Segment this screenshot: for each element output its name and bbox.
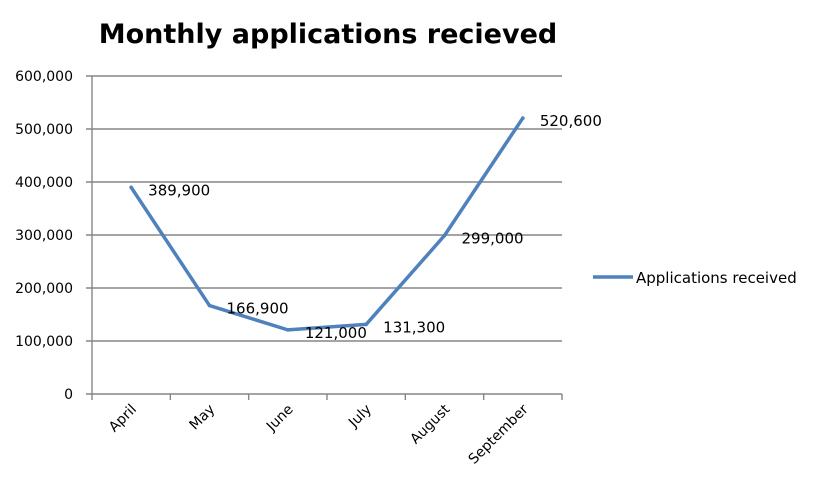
x-tick-label: April: [106, 402, 140, 436]
x-tick-label: July: [345, 402, 375, 432]
data-point: [364, 322, 368, 327]
data-point: [521, 116, 525, 120]
y-tick-label: 600,000: [15, 69, 73, 85]
data-point: [207, 303, 212, 308]
chart-title: Monthly applications recieved: [99, 19, 557, 50]
series-group: [129, 116, 525, 332]
x-tick-label: August: [407, 401, 453, 447]
data-label: 131,300: [383, 318, 445, 336]
x-tick-labels: April May June July August September: [106, 401, 532, 467]
data-label: 299,000: [462, 230, 524, 248]
data-label: 389,900: [148, 181, 210, 199]
y-tick-label: 0: [64, 387, 73, 403]
y-tick-label: 400,000: [15, 175, 73, 191]
x-tick-label: June: [263, 402, 297, 436]
data-label: 121,000: [305, 324, 367, 342]
legend: Applications received: [593, 269, 797, 287]
data-point: [129, 185, 133, 190]
y-tick-labels: 0 100,000 200,000 300,000 400,000 500,000 600,…: [15, 69, 73, 403]
y-tick-label: 500,000: [15, 122, 73, 138]
series-line-applications-received: [129, 117, 525, 332]
gridlines: [86, 75, 562, 342]
y-tick-label: 200,000: [15, 281, 73, 297]
y-tick-label: 300,000: [15, 228, 73, 244]
data-label: 520,600: [540, 112, 602, 130]
legend-label-applications-received: Applications received: [636, 269, 797, 287]
data-labels: 389,900 166,900 121,000 131,300 299,000 520,6…: [148, 112, 602, 342]
data-point: [286, 328, 290, 332]
x-tick-label: May: [187, 402, 219, 434]
axes: [86, 76, 563, 400]
x-tick-label: September: [466, 401, 532, 467]
data-point: [442, 233, 447, 238]
y-tick-label: 100,000: [15, 334, 73, 350]
data-label: 166,900: [227, 300, 289, 318]
